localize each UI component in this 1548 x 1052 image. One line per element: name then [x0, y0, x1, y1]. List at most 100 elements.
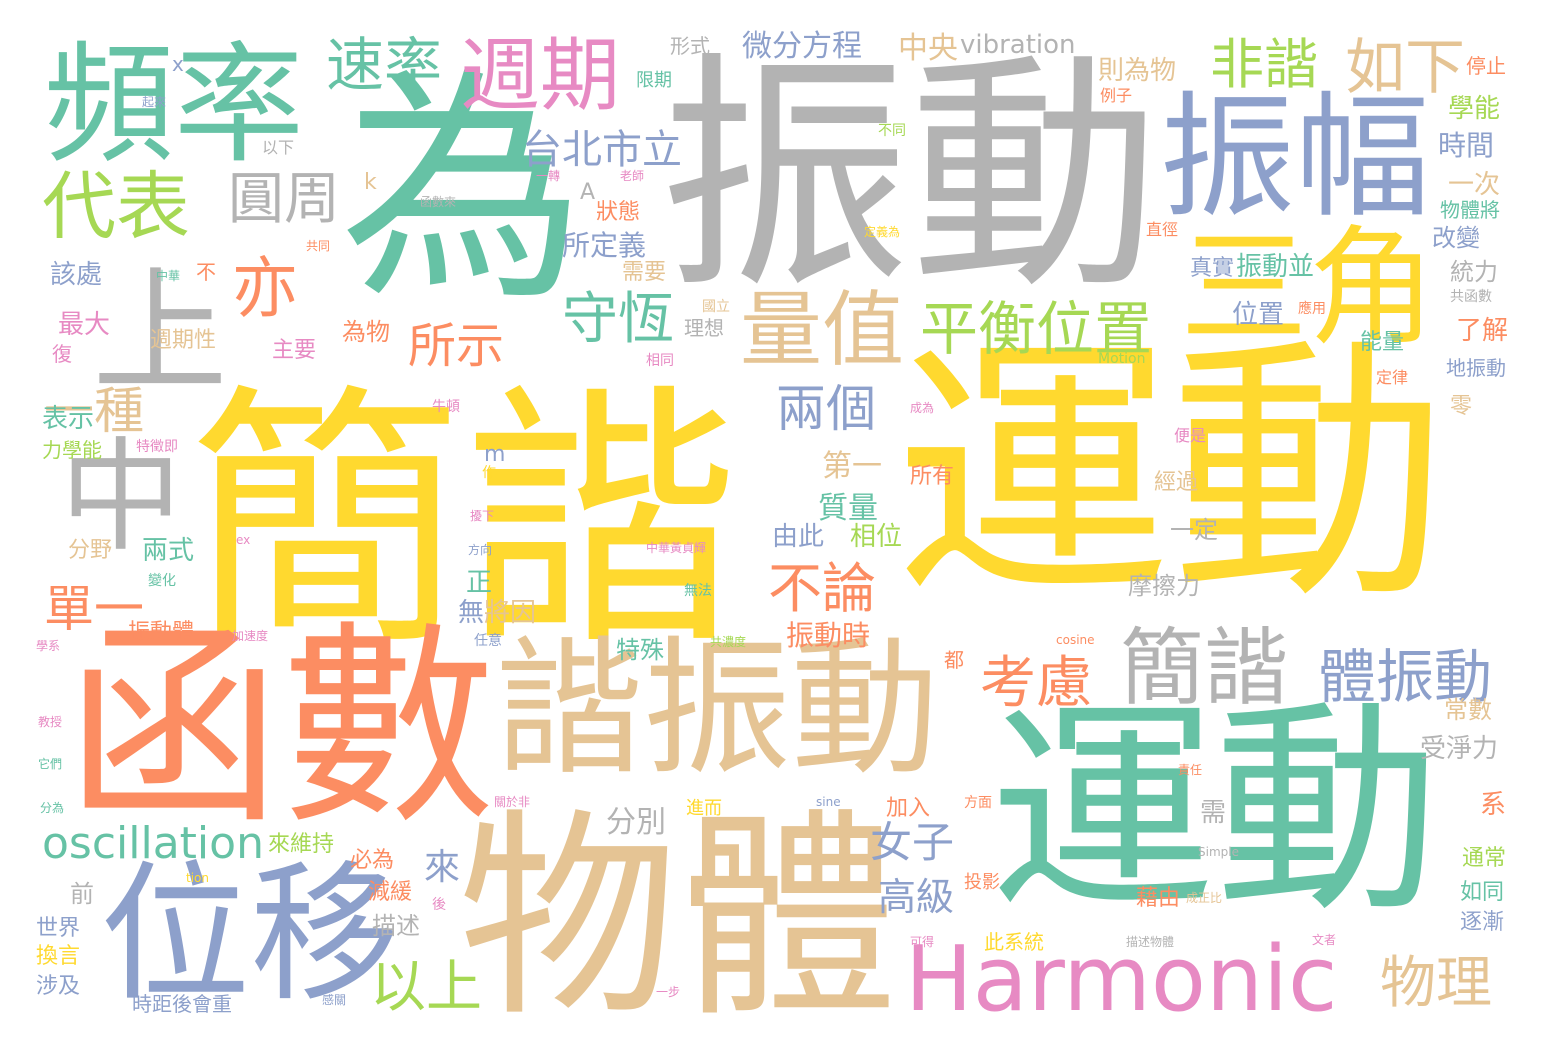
word-kaolv: 考慮	[980, 651, 1092, 716]
word-gongtong: 共同	[306, 239, 331, 253]
word-xingshi: 形式	[670, 34, 710, 58]
word-diyi: 第一	[822, 449, 882, 484]
word-ling: 零	[1450, 394, 1473, 419]
word-shouheng: 守恆	[562, 287, 674, 352]
word-zhendong-bing: 振動並	[1236, 252, 1315, 282]
word-biaoshi: 表示	[42, 404, 95, 434]
word-yi: 亦	[232, 250, 298, 327]
word-miaoshu: 描述	[372, 912, 420, 940]
word-fenbie: 分別	[606, 805, 666, 840]
word-niudun: 牛頓	[432, 399, 460, 415]
word-pinlv: 頻率	[44, 29, 305, 181]
word-xiangtong: 相同	[646, 353, 674, 369]
word-tingzhi: 停止	[1466, 54, 1506, 78]
word-weifen-fangcheng: 微分方程	[742, 29, 862, 64]
word-fenye: 分野	[68, 538, 113, 563]
word-xianqi: 限期	[636, 70, 672, 91]
word-ganguan: 感關	[322, 993, 347, 1007]
word-butong: 不同	[878, 123, 906, 139]
word-dou: 都	[944, 648, 964, 672]
word-jieyou: 藉由	[1136, 886, 1181, 911]
word-sheji: 涉及	[36, 974, 81, 999]
word-xu: 需	[1200, 798, 1227, 828]
word-qilai: 起來	[142, 95, 167, 109]
word-zhijing: 直徑	[1146, 220, 1179, 239]
word-xiangwei: 相位	[850, 522, 903, 552]
word-yizhuan: 一轉	[536, 169, 561, 183]
word-teshu: 特殊	[616, 636, 664, 664]
word-danyi: 單一	[44, 580, 144, 638]
word-gaichu: 該處	[50, 260, 103, 290]
word-tion: tion	[186, 871, 209, 885]
word-laoshi: 老師	[620, 169, 645, 183]
word-huanyan: 換言	[36, 944, 81, 969]
word-zhendong-shi: 振動時	[786, 619, 871, 652]
word-motion: Motion	[1098, 351, 1146, 367]
word-zuida: 最大	[58, 310, 111, 340]
word-qian: 前	[70, 880, 94, 908]
word-shou-jingli: 受淨力	[1420, 734, 1499, 764]
word-bianhua: 變化	[148, 573, 176, 589]
word-jianxie-gray: 簡諧	[1120, 619, 1289, 717]
word-liangshi: 兩式	[142, 536, 195, 566]
word-wuti: 物體	[458, 790, 899, 1046]
word-harmonic: Harmonic	[905, 927, 1338, 1032]
word-simple: Simple	[1198, 845, 1239, 859]
word-x: x	[172, 52, 184, 76]
word-ti-zhendong: 體振動	[1318, 643, 1493, 711]
word-lai-weichi: 來維持	[268, 832, 335, 857]
word-gong-hanshu: 共函數	[1450, 289, 1492, 305]
word-zhonghua: 中華	[156, 269, 181, 283]
word-shijie: 世界	[36, 916, 81, 941]
word-fangxiang: 方向	[468, 543, 493, 557]
word-zhujian: 逐漸	[1460, 910, 1505, 935]
word-bulun: 不論	[768, 557, 876, 620]
word-vibration: vibration	[960, 30, 1076, 60]
word-xuexi: 學系	[36, 639, 61, 653]
word-jingguo: 經過	[1154, 470, 1199, 495]
word-tezheng-ji: 特徵即	[136, 439, 178, 455]
word-zuo: 作	[482, 465, 496, 481]
word-yundong-green: 運動	[990, 681, 1440, 943]
word-weizhi: 位置	[1232, 300, 1285, 330]
word-tongli: 統力	[1450, 258, 1498, 286]
word-jiaoshou: 教授	[38, 715, 63, 729]
word-suo-dingyi: 所定義	[562, 229, 647, 262]
word-mocali: 摩擦力	[1128, 572, 1200, 600]
word-fenwei: 分為	[40, 801, 65, 815]
word-shiju-houhuizhong: 時距後會重	[132, 992, 232, 1016]
word-liaojie: 了解	[1456, 316, 1509, 346]
word-suoshi: 所示	[408, 318, 505, 374]
word-gaibian: 改變	[1432, 224, 1480, 252]
word-changshu: 常數	[1444, 696, 1492, 724]
word-gong-nongdu: 共濃度	[710, 635, 747, 649]
word-jianhuan: 減緩	[368, 880, 413, 905]
word-nengliang: 能量	[1360, 330, 1405, 355]
word-lizi: 例子	[1100, 86, 1133, 105]
word-xie-zhendong: 諧振動	[495, 623, 939, 795]
word-zhenfu: 振幅	[1160, 79, 1430, 236]
word-wenzhe: 文者	[1312, 933, 1337, 947]
word-weiyi: 位移	[100, 848, 401, 1022]
word-raoxia: 擾下	[470, 509, 495, 523]
word-touying: 投影	[964, 872, 1000, 893]
word-a: A	[580, 180, 596, 205]
word-tongchang: 通常	[1462, 846, 1507, 871]
word-guoli: 國立	[702, 299, 730, 315]
word-yici: 一次	[1448, 170, 1501, 200]
word-dingyi-wei: 定義為	[864, 225, 901, 239]
word-feixie: 非諧	[1210, 33, 1318, 96]
word-lixiang: 理想	[684, 316, 724, 340]
word-jiasudu: 加速度	[232, 629, 269, 643]
word-sanjiao: 三角	[1180, 214, 1437, 363]
word-lai: 來	[424, 847, 461, 888]
word-guanyu-fei: 關於非	[494, 795, 531, 809]
word-wufa: 無法	[684, 583, 712, 599]
word-jiner: 進而	[686, 798, 722, 819]
word-zhenshi: 真實	[1190, 256, 1235, 281]
word-cosine: cosine	[1056, 633, 1095, 647]
word-zeren: 責任	[1178, 763, 1203, 777]
word-zhonghua-huangzhenhui: 中華黃貞輝	[646, 541, 707, 555]
word-zhendong-large: 振動	[660, 31, 1160, 322]
word-oscillation: oscillation	[42, 818, 264, 869]
